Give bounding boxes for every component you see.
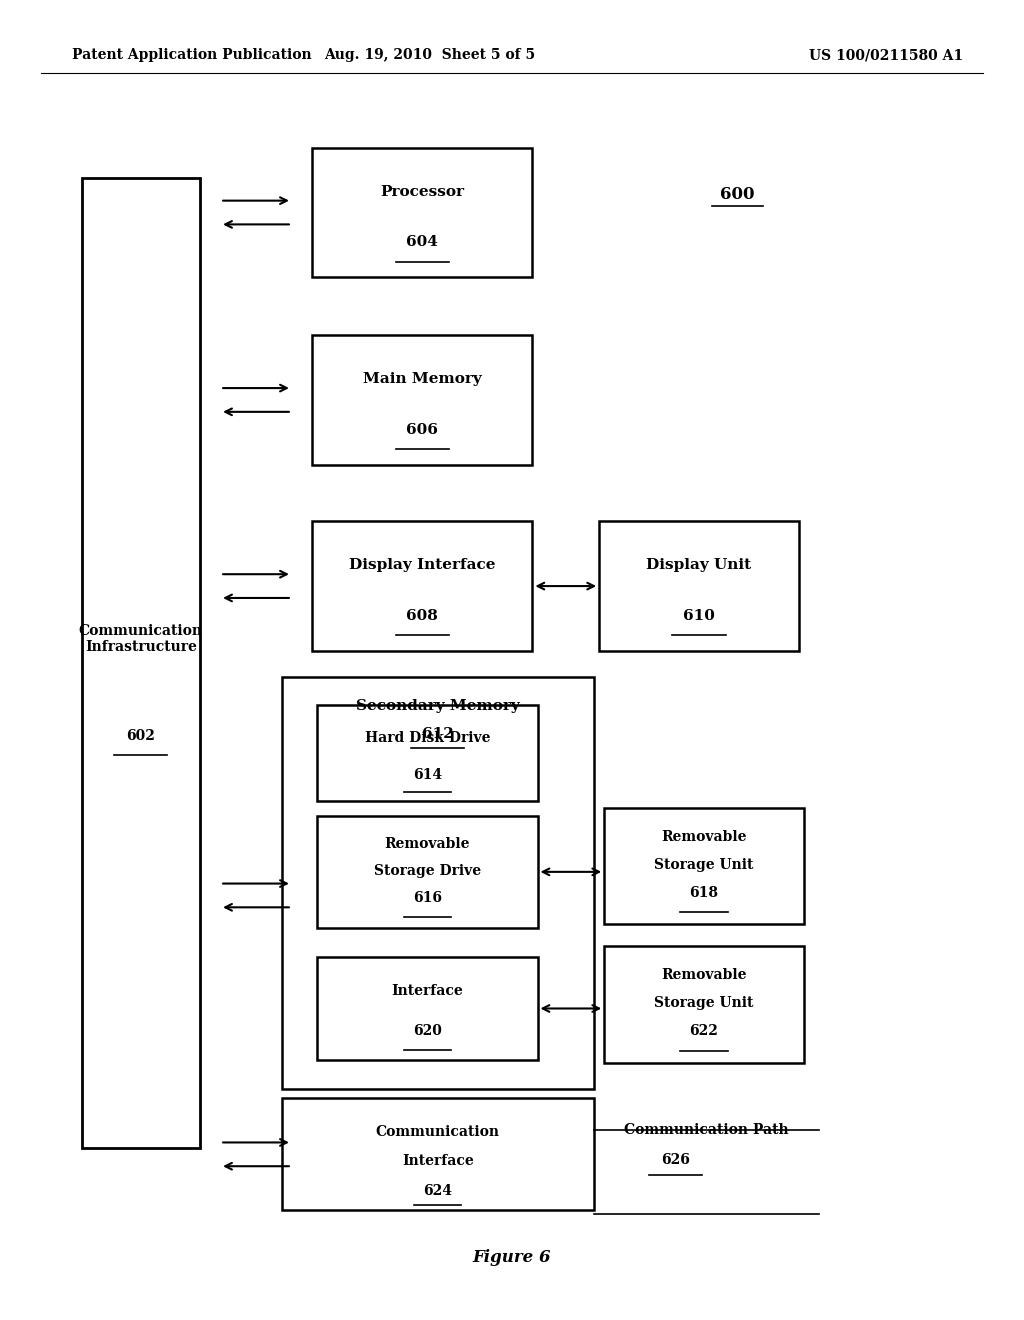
Text: 608: 608 bbox=[407, 609, 438, 623]
Text: Communication: Communication bbox=[376, 1125, 500, 1139]
Text: Interface: Interface bbox=[391, 983, 464, 998]
Bar bbox=[317, 957, 538, 1060]
Text: Hard Disk Drive: Hard Disk Drive bbox=[365, 731, 490, 744]
Text: Patent Application Publication: Patent Application Publication bbox=[72, 49, 311, 62]
Bar bbox=[317, 816, 538, 928]
Text: 614: 614 bbox=[413, 768, 442, 783]
Text: Communication Path: Communication Path bbox=[625, 1122, 788, 1137]
Bar bbox=[604, 808, 804, 924]
Text: Display Interface: Display Interface bbox=[349, 558, 496, 573]
Bar bbox=[282, 677, 594, 1089]
Text: 610: 610 bbox=[683, 609, 715, 623]
Text: 604: 604 bbox=[407, 235, 438, 249]
Bar bbox=[282, 1098, 594, 1210]
Text: 602: 602 bbox=[126, 729, 156, 743]
Text: 624: 624 bbox=[423, 1184, 453, 1199]
Bar bbox=[599, 521, 799, 651]
Bar bbox=[312, 521, 532, 651]
Text: Interface: Interface bbox=[401, 1154, 474, 1168]
Text: 626: 626 bbox=[662, 1152, 690, 1167]
Bar bbox=[604, 946, 804, 1063]
Text: 612: 612 bbox=[422, 727, 454, 741]
Bar bbox=[312, 335, 532, 465]
Text: Storage Unit: Storage Unit bbox=[654, 997, 754, 1010]
Text: Removable: Removable bbox=[385, 837, 470, 851]
Text: Communication
Infrastructure: Communication Infrastructure bbox=[79, 624, 203, 655]
Bar bbox=[82, 178, 200, 1148]
Text: 600: 600 bbox=[720, 186, 755, 202]
Text: Storage Unit: Storage Unit bbox=[654, 858, 754, 871]
Bar bbox=[317, 705, 538, 801]
Text: Removable: Removable bbox=[662, 830, 746, 843]
Text: Secondary Memory: Secondary Memory bbox=[356, 700, 519, 713]
Text: Removable: Removable bbox=[662, 969, 746, 982]
Text: 606: 606 bbox=[407, 422, 438, 437]
Bar bbox=[312, 148, 532, 277]
Text: 620: 620 bbox=[413, 1024, 442, 1038]
Text: 618: 618 bbox=[689, 886, 719, 900]
Text: 622: 622 bbox=[689, 1024, 719, 1039]
Text: US 100/0211580 A1: US 100/0211580 A1 bbox=[809, 49, 964, 62]
Text: Figure 6: Figure 6 bbox=[473, 1250, 551, 1266]
Text: Aug. 19, 2010  Sheet 5 of 5: Aug. 19, 2010 Sheet 5 of 5 bbox=[325, 49, 536, 62]
Text: Main Memory: Main Memory bbox=[364, 372, 481, 387]
Text: 616: 616 bbox=[413, 891, 442, 904]
Text: Storage Drive: Storage Drive bbox=[374, 863, 481, 878]
Text: Display Unit: Display Unit bbox=[646, 558, 752, 573]
Text: Processor: Processor bbox=[380, 185, 465, 199]
